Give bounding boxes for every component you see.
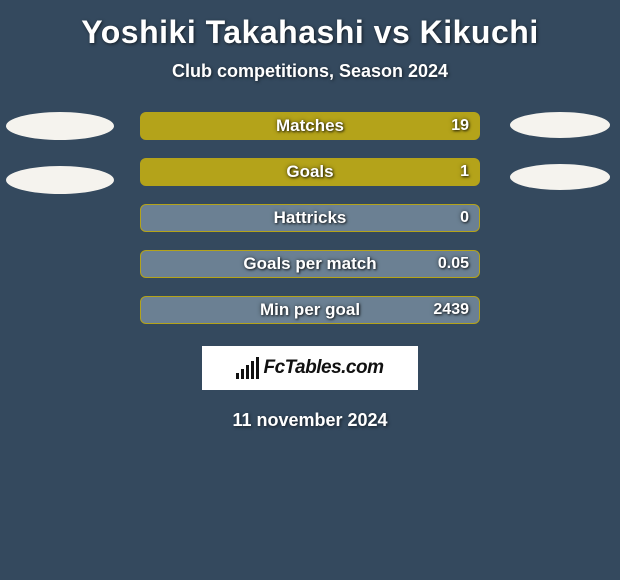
player-photo-placeholder-left-2 — [6, 166, 114, 194]
stat-value: 19 — [451, 117, 469, 135]
logo-bar-segment — [251, 361, 254, 379]
logo-text: FcTables.com — [263, 357, 383, 379]
stat-label: Min per goal — [260, 300, 360, 320]
page-title: Yoshiki Takahashi vs Kikuchi — [0, 14, 620, 51]
stats-section: Matches 19 Goals 1 Hattricks 0 Goals per match… — [0, 112, 620, 431]
stat-bar: Matches 19 — [140, 112, 480, 140]
logo-bar-segment — [256, 357, 259, 379]
logo-bar-segment — [246, 365, 249, 379]
stat-bar: Goals 1 — [140, 158, 480, 186]
stat-label: Matches — [276, 116, 344, 136]
stat-value: 1 — [460, 163, 469, 181]
logo-bar-segment — [241, 369, 244, 379]
subtitle: Club competitions, Season 2024 — [0, 61, 620, 82]
player-photo-placeholder-left-1 — [6, 112, 114, 140]
stat-label: Goals — [286, 162, 333, 182]
fctables-logo: FcTables.com — [202, 346, 418, 390]
left-ellipses — [0, 112, 120, 194]
stat-bar: Min per goal 2439 — [140, 296, 480, 324]
stat-bars: Matches 19 Goals 1 Hattricks 0 Goals per match… — [140, 112, 480, 324]
player-photo-placeholder-right-1 — [510, 112, 610, 138]
comparison-card: Yoshiki Takahashi vs Kikuchi Club compet… — [0, 0, 620, 431]
stat-label: Goals per match — [243, 254, 376, 274]
stat-value: 0 — [460, 209, 469, 227]
stat-bar: Hattricks 0 — [140, 204, 480, 232]
player-photo-placeholder-right-2 — [510, 164, 610, 190]
stat-bar: Goals per match 0.05 — [140, 250, 480, 278]
date-text: 11 november 2024 — [0, 410, 620, 431]
logo-bars-icon — [236, 357, 259, 379]
stat-value: 0.05 — [438, 255, 469, 273]
stat-value: 2439 — [433, 301, 469, 319]
right-ellipses — [500, 112, 620, 190]
stat-label: Hattricks — [274, 208, 347, 228]
logo-bar-segment — [236, 373, 239, 379]
